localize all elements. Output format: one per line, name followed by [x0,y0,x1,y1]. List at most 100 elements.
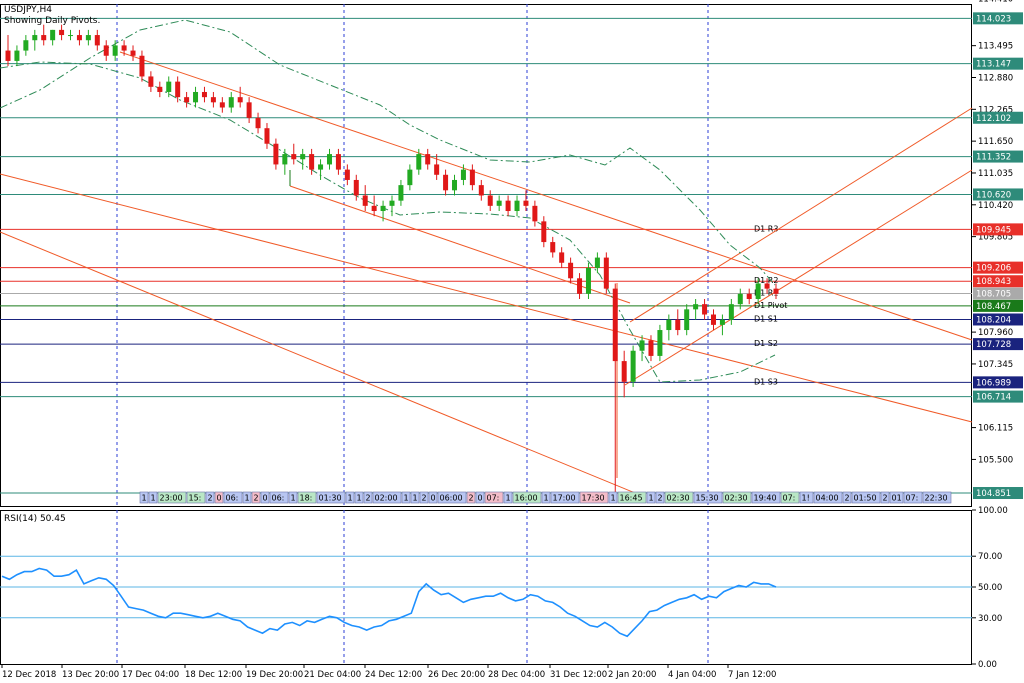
candle-body [398,185,404,201]
candle-body [505,200,511,212]
candle-body [94,35,100,46]
candle-body [201,91,207,98]
session-box [363,491,373,504]
session-box [437,491,467,504]
price-axis-label: 114.410 [978,0,1013,4]
candle-body [380,205,386,212]
session-box [269,491,289,504]
price-axis-label: 106.115 [978,424,1013,434]
chart-symbol-title: USDJPY,H4 [4,5,52,15]
price-level-badge [973,313,1023,326]
session-box-text: 2 [422,494,427,503]
candle-body [371,205,377,212]
candle-body [764,283,770,289]
rsi-axis-label: 100.00 [978,506,1008,516]
session-box-text: 1 [142,494,147,503]
candle-body [478,185,484,196]
session-box [903,491,923,504]
candle-body [23,40,29,51]
session-box-text: 16:00 [515,494,538,503]
candle-body [416,154,422,170]
session-box-text: 17:30 [582,494,605,503]
session-box-text: 06: [226,494,239,503]
price-level-value: 109.945 [976,225,1011,235]
price-level-badge [973,111,1023,124]
candle-body [318,164,324,170]
price-axis-label: 110.420 [978,201,1013,211]
candle-body [353,179,359,196]
candle-body [246,102,252,118]
candle-body [773,288,779,294]
session-box-text: 22:30 [925,494,948,503]
session-box-text: 2 [254,494,259,503]
pivot-label: D1 S2 [754,339,778,348]
rsi-axis-label: 70.00 [978,552,1002,562]
session-box [780,491,800,504]
candle-body [434,164,440,175]
candle-body [5,50,11,61]
candle-body [425,154,431,165]
session-box-text: 2 [883,494,888,503]
session-box [372,491,402,504]
candle-body [469,169,475,186]
candle-body [291,154,297,160]
session-box-text: 17:00 [553,494,576,503]
candle-body [639,340,645,351]
candle-body [59,29,65,36]
price-axis-label: 109.805 [978,233,1013,243]
rsi-label: RSI(14) 50.45 [4,514,66,524]
session-box [664,491,694,504]
channel-line [0,231,641,496]
session-box [751,491,781,504]
candle-body [702,304,708,315]
price-level-badge [973,150,1023,163]
pivot-label: D1 R2 [754,276,778,285]
rsi-axis-label: 50.00 [978,583,1002,593]
session-box [260,491,270,504]
price-axis-label: 107.960 [978,328,1013,338]
session-box-text: 1 [357,494,362,503]
price-axis-label: 112.265 [978,105,1013,115]
candle-body [612,288,618,362]
session-box [655,491,665,504]
price-axis-label: 112.880 [978,73,1013,83]
candle-body [487,195,493,206]
session-box [512,491,542,504]
candle-body [746,293,752,299]
session-box-text: 01:30 [319,494,342,503]
price-level-value: 107.728 [976,340,1011,350]
price-axis-label: 113.495 [978,42,1013,52]
price-level-badge [973,223,1023,236]
session-box-text: 2 [845,494,850,503]
price-panel-frame [0,4,972,507]
session-box-text: 02:30 [725,494,748,503]
session-box-text: 07: [783,494,796,503]
candle-body [648,340,654,356]
candle-body [14,50,20,61]
candle-body [112,45,118,56]
candle-body [541,221,547,243]
time-axis-label: 28 Dec 04:00 [488,670,545,680]
session-box [410,491,420,504]
session-box [297,491,317,504]
session-box [880,491,890,504]
price-level-value: 109.206 [976,264,1011,274]
candle-body [300,154,306,160]
candle-body [210,97,216,103]
candle-body [389,200,395,206]
price-level-badge [973,299,1023,312]
session-box [288,491,298,504]
session-box [646,491,656,504]
candle-body [559,252,565,263]
candle-body [737,293,743,305]
session-box-text: 2 [658,494,663,503]
candle-body [693,304,699,310]
session-box [401,491,411,504]
session-box-text: 1 [291,494,296,503]
price-axis-label: 105.500 [978,455,1013,465]
session-box [579,491,609,504]
session-box-text: 23:00 [160,494,183,503]
candle-body [85,35,91,41]
session-box-text: 0 [217,494,222,503]
